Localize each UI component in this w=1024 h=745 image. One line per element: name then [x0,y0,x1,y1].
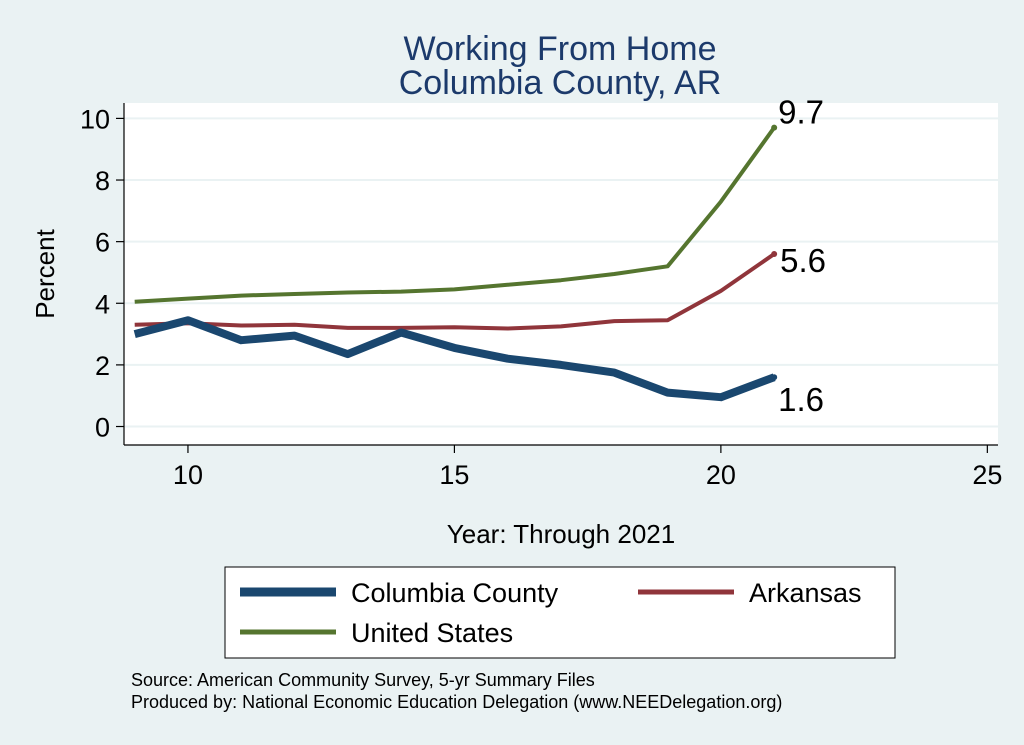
x-tick-label-20: 20 [706,460,736,490]
x-tick-label-15: 15 [439,460,469,490]
series-endpoint-columbia-county [771,374,778,381]
series-line-united-states [134,126,776,304]
chart-title-line-1: Working From Home [404,30,717,68]
series-lines [133,124,778,402]
series-line-arkansas [134,252,776,331]
y-tick-label-8: 8 [95,166,110,196]
axes: 0 2 4 6 8 10 10 15 20 25 [80,103,1002,490]
gridlines [124,117,998,428]
x-tick-label-10: 10 [173,460,203,490]
legend-box [224,566,896,659]
x-axis-title: Year: Through 2021 [447,519,675,549]
y-tick-label-10: 10 [80,104,110,134]
y-tick-label-6: 6 [95,228,110,258]
end-label-united-states: 9.7 [778,94,824,131]
producer-note: Produced by: National Economic Education… [131,692,782,712]
series-endpoint-united-states [771,124,778,131]
source-note: Source: American Community Survey, 5-yr … [131,670,595,690]
series-line-columbia-county [133,316,776,402]
plot-area [124,103,998,445]
end-label-arkansas: 5.6 [780,242,826,279]
legend-label-columbia-county: Columbia County [351,578,559,608]
x-tick-label-25: 25 [972,460,1002,490]
series-endpoint-arkansas [771,250,778,257]
y-tick-label-2: 2 [95,351,110,381]
legend-label-arkansas: Arkansas [749,578,862,608]
chart-title-line-2: Columbia County, AR [399,64,722,102]
end-label-columbia-county: 1.6 [778,381,824,418]
y-tick-label-4: 4 [95,289,110,319]
y-tick-label-0: 0 [95,413,110,443]
end-labels: 9.7 5.6 1.6 [778,94,826,419]
legend-label-united-states: United States [351,618,513,648]
y-axis-title: Percent [30,228,60,318]
